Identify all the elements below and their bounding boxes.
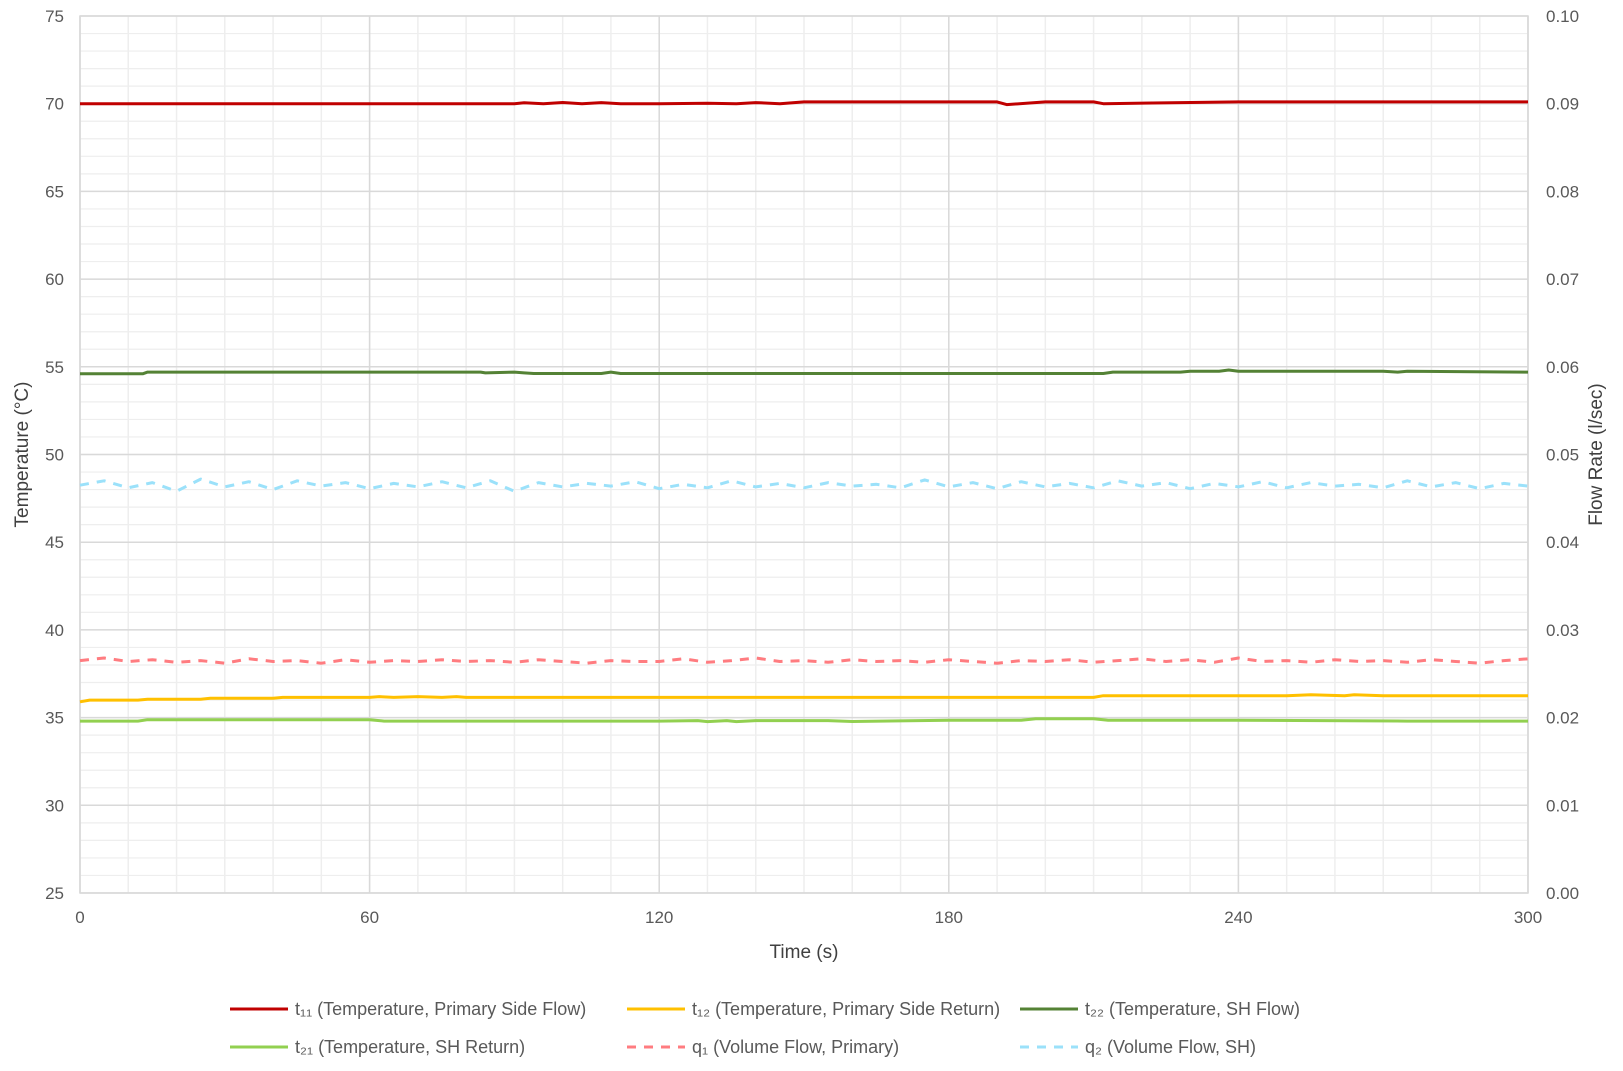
legend-item-6: q₂ (Volume Flow, SH) [1020,1037,1256,1057]
series-layer [79,100,1529,724]
legend-label: t₂₁ (Temperature, SH Return) [295,1037,525,1057]
series-line-5 [79,656,1529,665]
y2-tick-label: 0.01 [1546,796,1579,815]
series-line-1 [80,100,1528,107]
y-tick-label: 35 [45,709,64,728]
y2-tick-label: 0.04 [1546,533,1579,552]
y2-axis-title: Flow Rate (l/sec) [1586,383,1607,526]
x-tick-label: 60 [360,908,379,927]
legend-label: t₂₂ (Temperature, SH Flow) [1085,999,1300,1019]
legend-label: t₁₁ (Temperature, Primary Side Flow) [295,999,586,1019]
x-tick-label: 240 [1224,908,1252,927]
y2-tick-label: 0.00 [1546,884,1579,903]
y2-tick-label: 0.08 [1546,182,1579,201]
series-line-3 [80,368,1529,376]
y-tick-label: 55 [45,358,64,377]
legend-item-5: q₁ (Volume Flow, Primary) [627,1037,899,1057]
y-axis-title: Temperature (°C) [12,382,33,528]
y-tick-label: 30 [45,796,64,815]
x-tick-label: 180 [935,908,963,927]
legend-item-2: t₁₂ (Temperature, Primary Side Return) [627,999,1000,1019]
y-tick-label: 45 [45,533,64,552]
y2-tick-label: 0.07 [1546,270,1579,289]
legend: t₁₁ (Temperature, Primary Side Flow) t₁₂ … [230,999,1300,1057]
y2-tick-label: 0.03 [1546,621,1579,640]
y-tick-label: 65 [45,182,64,201]
y-tick-label: 75 [45,7,64,26]
legend-item-3: t₂₂ (Temperature, SH Flow) [1020,999,1300,1019]
legend-label: t₁₂ (Temperature, Primary Side Return) [692,999,1000,1019]
plot-area-border [79,15,1529,894]
tick-labels: 0 60 120 180 240 300 25 30 35 40 45 50 55 60 65 70 75 0.0… [45,7,1579,927]
x-tick-label: 120 [645,908,673,927]
y2-tick-label: 0.10 [1546,7,1579,26]
series-line-4 [80,717,1528,724]
y-tick-label: 50 [45,446,64,465]
x-tick-label: 0 [75,908,84,927]
legend-label: q₁ (Volume Flow, Primary) [692,1037,899,1057]
x-tick-label: 300 [1514,908,1542,927]
legend-item-1: t₁₁ (Temperature, Primary Side Flow) [230,999,586,1019]
x-axis-title: Time (s) [770,942,839,963]
legend-item-4: t₂₁ (Temperature, SH Return) [230,1037,525,1057]
legend-label: q₂ (Volume Flow, SH) [1085,1037,1256,1057]
y2-tick-label: 0.05 [1546,446,1579,465]
y-tick-label: 40 [45,621,64,640]
y-tick-label: 70 [45,95,64,114]
y2-tick-label: 0.02 [1546,709,1579,728]
y2-tick-label: 0.06 [1546,358,1579,377]
series-line-6 [79,477,1529,493]
series-line-2 [79,693,1528,704]
y-tick-label: 60 [45,270,64,289]
y2-tick-label: 0.09 [1546,95,1579,114]
y-tick-label: 25 [45,884,64,903]
